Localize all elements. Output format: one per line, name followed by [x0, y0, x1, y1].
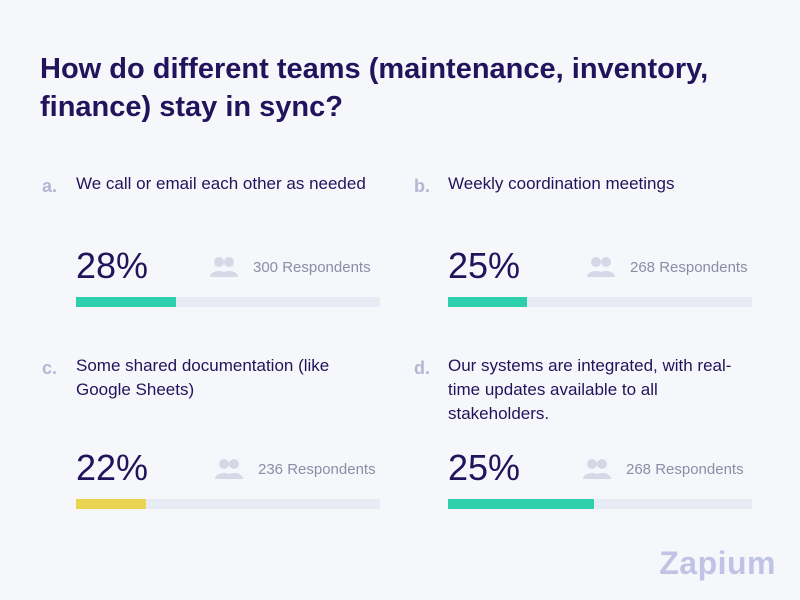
people-icon	[215, 459, 243, 479]
percent-label: 25%	[448, 245, 521, 286]
percent-label: 22%	[76, 447, 149, 488]
option-letter: b.	[414, 176, 430, 196]
option-card-a: a. We call or email each other as needed…	[42, 174, 380, 316]
progress-fill	[448, 499, 594, 509]
respondents-count: 268 Respondents	[626, 460, 744, 478]
progress-track	[76, 499, 380, 509]
respondents-info: 268 Respondents	[582, 458, 744, 480]
progress-track	[448, 499, 752, 509]
option-question: Weekly coordination meetings	[448, 174, 675, 193]
zapium-logo: Zapium	[659, 545, 776, 581]
page-title: How do different teams (maintenance, inv…	[40, 53, 709, 123]
people-icon	[583, 459, 611, 479]
respondents-info: 268 Respondents	[586, 256, 748, 278]
option-letter: a.	[42, 176, 58, 196]
option-card-b: b. Weekly coordination meetings 25% 268 …	[414, 174, 752, 316]
respondents-count: 300 Respondents	[253, 258, 371, 276]
option-question: We call or email each other as needed	[76, 174, 366, 193]
progress-fill	[76, 297, 177, 307]
progress-fill	[448, 297, 528, 307]
respondents-info: 300 Respondents	[209, 256, 371, 278]
option-question: Our systems are integrated, with real-ti…	[448, 356, 732, 423]
option-question: Some shared documentation (like Google S…	[76, 356, 330, 399]
people-icon	[587, 257, 615, 277]
progress-fill	[76, 499, 146, 509]
progress-track	[76, 297, 380, 307]
percent-label: 25%	[448, 447, 521, 488]
respondents-info: 236 Respondents	[214, 458, 376, 480]
option-card-d: d. Our systems are integrated, with real…	[414, 356, 752, 509]
people-icon	[210, 257, 238, 277]
option-card-c: c. Some shared documentation (like Googl…	[42, 356, 380, 509]
respondents-count: 236 Respondents	[258, 460, 376, 478]
respondents-count: 268 Respondents	[630, 258, 748, 276]
option-letter: d.	[414, 358, 430, 378]
progress-track	[448, 297, 752, 307]
option-letter: c.	[42, 358, 58, 378]
percent-label: 28%	[76, 245, 149, 286]
